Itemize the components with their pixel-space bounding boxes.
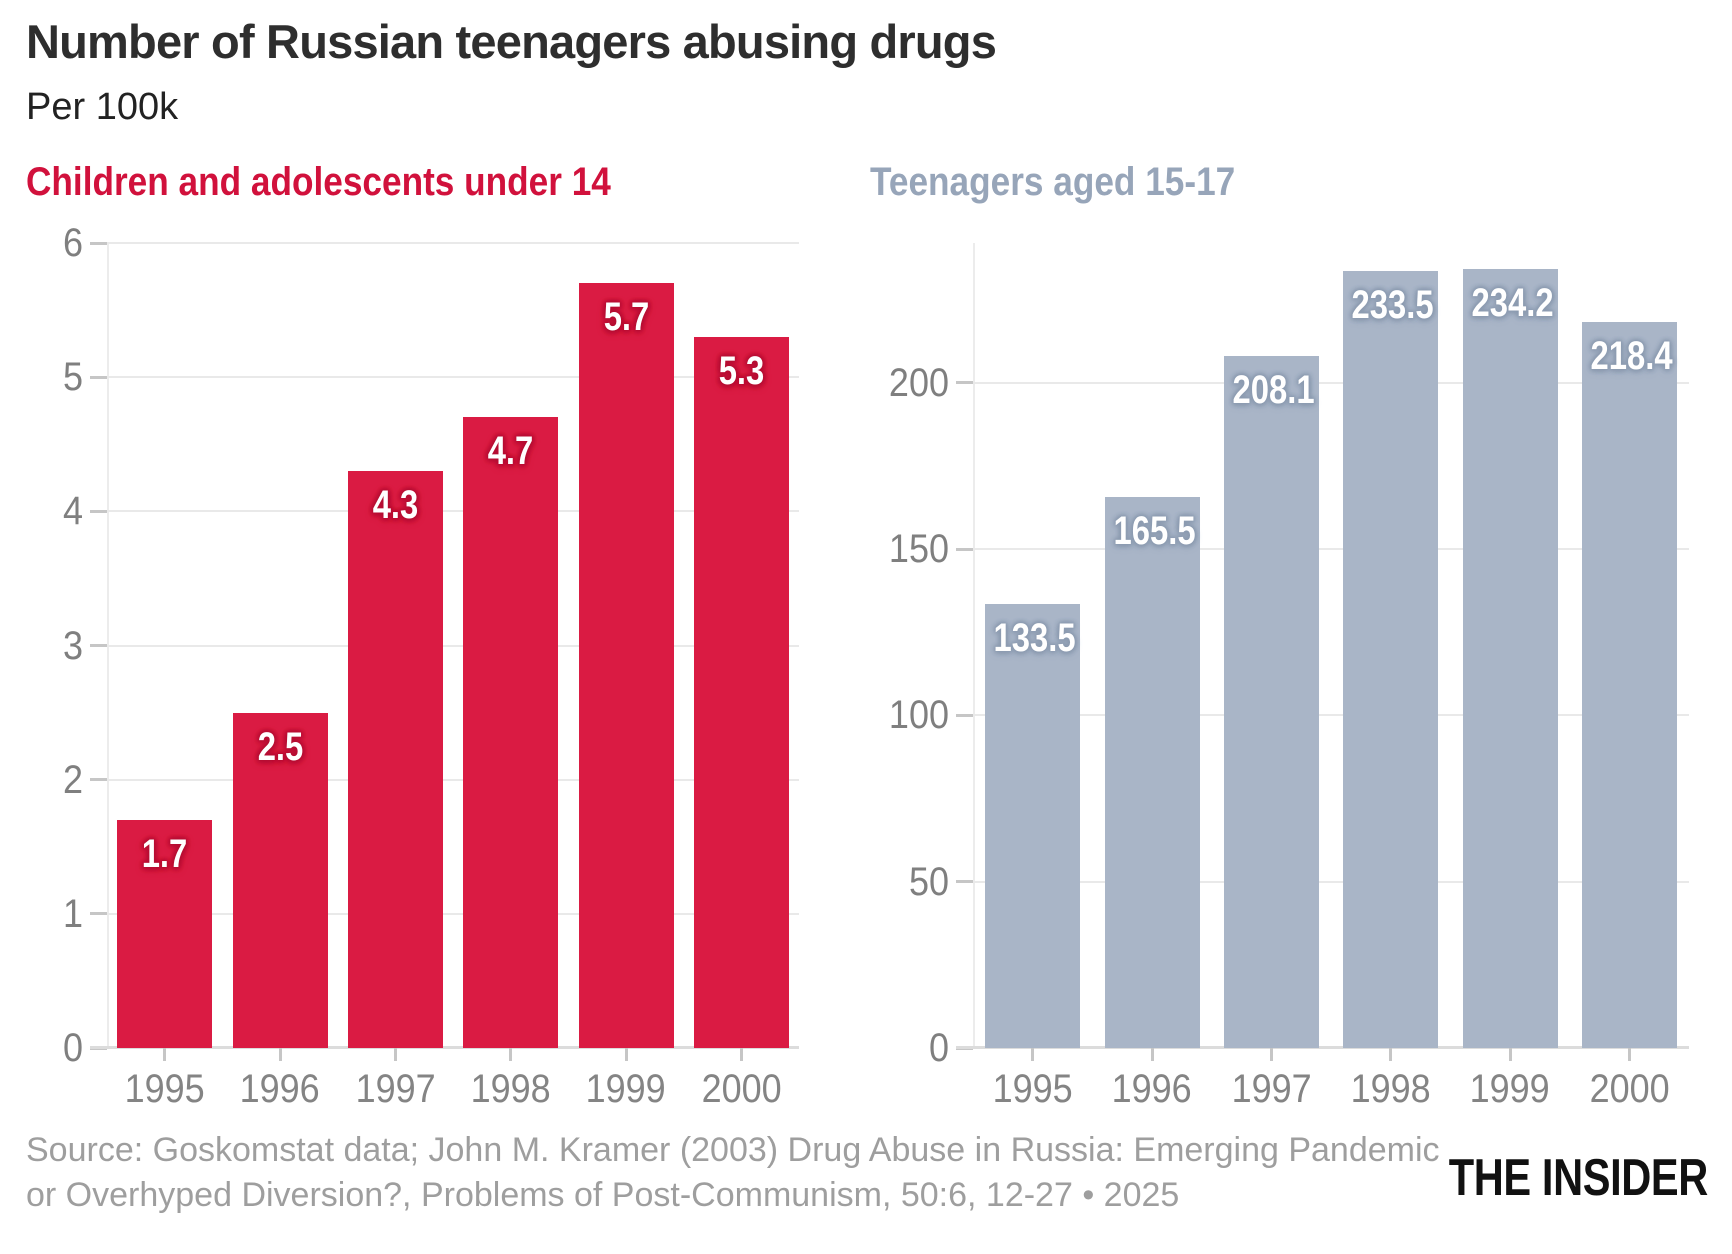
chart-title-15-17: Teenagers aged 15-17 <box>870 160 1236 204</box>
y-tick-mark <box>90 241 107 245</box>
x-axis-label: 1997 <box>1231 1067 1312 1111</box>
y-axis-label: 50 <box>908 859 949 904</box>
x-axis-line <box>956 1046 1689 1049</box>
y-axis-label: 2 <box>62 757 83 802</box>
x-tick-mark <box>163 1048 167 1061</box>
x-tick-mark <box>1389 1048 1393 1061</box>
bar-value-label: 218.4 <box>1590 333 1673 378</box>
page-title: Number of Russian teenagers abusing drug… <box>26 15 997 68</box>
x-tick-mark <box>1508 1048 1512 1061</box>
x-axis-label: 1995 <box>124 1067 205 1111</box>
gridline <box>107 912 799 915</box>
x-axis-label: 1998 <box>1350 1067 1431 1111</box>
x-axis-label: 1998 <box>470 1067 551 1111</box>
source-note: Source: Goskomstat data; John M. Kramer … <box>26 1128 1440 1218</box>
bar-value-label: 165.5 <box>1113 509 1196 554</box>
y-axis-line <box>973 243 975 1048</box>
x-axis-label: 1995 <box>992 1067 1073 1111</box>
bar <box>117 819 213 1048</box>
gridline <box>107 376 799 379</box>
y-axis-label: 100 <box>888 693 949 738</box>
x-tick-mark <box>1627 1048 1631 1061</box>
y-axis-label: 3 <box>62 623 83 668</box>
y-axis-label: 1 <box>62 891 83 936</box>
bar <box>1223 355 1319 1048</box>
y-tick-mark <box>90 509 107 513</box>
page-subtitle: Per 100k <box>26 86 179 128</box>
bar <box>347 471 443 1048</box>
bar-value-label: 133.5 <box>993 615 1076 660</box>
x-tick-mark <box>509 1048 513 1061</box>
x-tick-mark <box>1269 1048 1273 1061</box>
bar-value-label: 5.3 <box>718 348 765 393</box>
bar-value-label: 4.7 <box>487 429 534 474</box>
plot-area-15-17: 0 50 100 150 200 133.5 1995 165.5 1996 208.1 1997 2… <box>889 243 1689 1110</box>
y-axis-label: 200 <box>888 360 949 405</box>
gridline <box>973 880 1689 883</box>
bar <box>1104 497 1200 1048</box>
y-tick-mark <box>90 778 107 782</box>
bar <box>463 417 559 1048</box>
x-axis-label: 1999 <box>585 1067 667 1111</box>
x-tick-mark <box>739 1048 743 1061</box>
gridline <box>107 644 799 647</box>
x-axis-label: 2000 <box>701 1067 782 1111</box>
x-axis-label: 1996 <box>239 1067 321 1111</box>
y-tick-mark <box>90 912 107 916</box>
plot-area-under-14: 0 1 2 3 4 5 6 1.7 1995 2.5 1996 4.3 1997 4.7 1998 5.7 19… <box>63 222 799 1110</box>
bar <box>232 712 328 1048</box>
gridline <box>973 714 1689 717</box>
bar-value-label: 1.7 <box>141 831 188 876</box>
bar-value-label: 2.5 <box>257 724 303 769</box>
bar <box>1462 268 1558 1048</box>
x-axis-line <box>90 1046 799 1049</box>
y-axis-label: 6 <box>62 221 83 265</box>
bar <box>985 603 1081 1048</box>
y-axis-label: 150 <box>888 527 949 572</box>
x-tick-mark <box>1031 1048 1035 1061</box>
y-tick-mark <box>90 644 107 647</box>
x-axis-label: 2000 <box>1589 1067 1670 1111</box>
x-axis-label: 1996 <box>1111 1067 1193 1111</box>
x-tick-mark <box>278 1048 282 1061</box>
bar-value-label: 5.7 <box>603 295 649 340</box>
gridline <box>973 381 1689 384</box>
y-tick-mark <box>90 375 107 379</box>
x-tick-mark <box>393 1048 397 1061</box>
y-tick-mark <box>956 547 973 551</box>
bar <box>1581 321 1677 1048</box>
bar <box>693 336 789 1048</box>
x-tick-mark <box>1150 1048 1154 1061</box>
bar <box>1343 271 1439 1048</box>
x-tick-mark <box>624 1048 628 1061</box>
y-axis-label: 0 <box>62 1026 83 1070</box>
bar <box>578 283 674 1048</box>
x-axis-label: 1997 <box>355 1067 436 1111</box>
source-line-2: or Overhyped Diversion?, Problems of Pos… <box>26 1176 1180 1214</box>
x-axis-label: 1999 <box>1469 1067 1551 1111</box>
y-axis-label: 4 <box>62 489 83 534</box>
gridline <box>107 778 799 781</box>
y-axis-label: 5 <box>62 355 83 400</box>
bar-value-label: 233.5 <box>1351 283 1434 328</box>
y-tick-mark <box>956 880 973 884</box>
bar-value-label: 4.3 <box>372 483 419 528</box>
bar-value-label: 208.1 <box>1232 367 1315 412</box>
source-line-1: Source: Goskomstat data; John M. Kramer … <box>26 1131 1440 1169</box>
gridline <box>107 510 799 513</box>
bar-value-label: 234.2 <box>1471 280 1554 325</box>
y-tick-mark <box>956 713 973 717</box>
the-insider-logo: THE INSIDER <box>1448 1149 1708 1207</box>
chart-title-under-14: Children and adolescents under 14 <box>26 160 611 204</box>
gridline <box>973 548 1689 551</box>
y-tick-mark <box>956 381 973 385</box>
gridline <box>107 242 799 244</box>
y-axis-label: 0 <box>928 1026 949 1070</box>
